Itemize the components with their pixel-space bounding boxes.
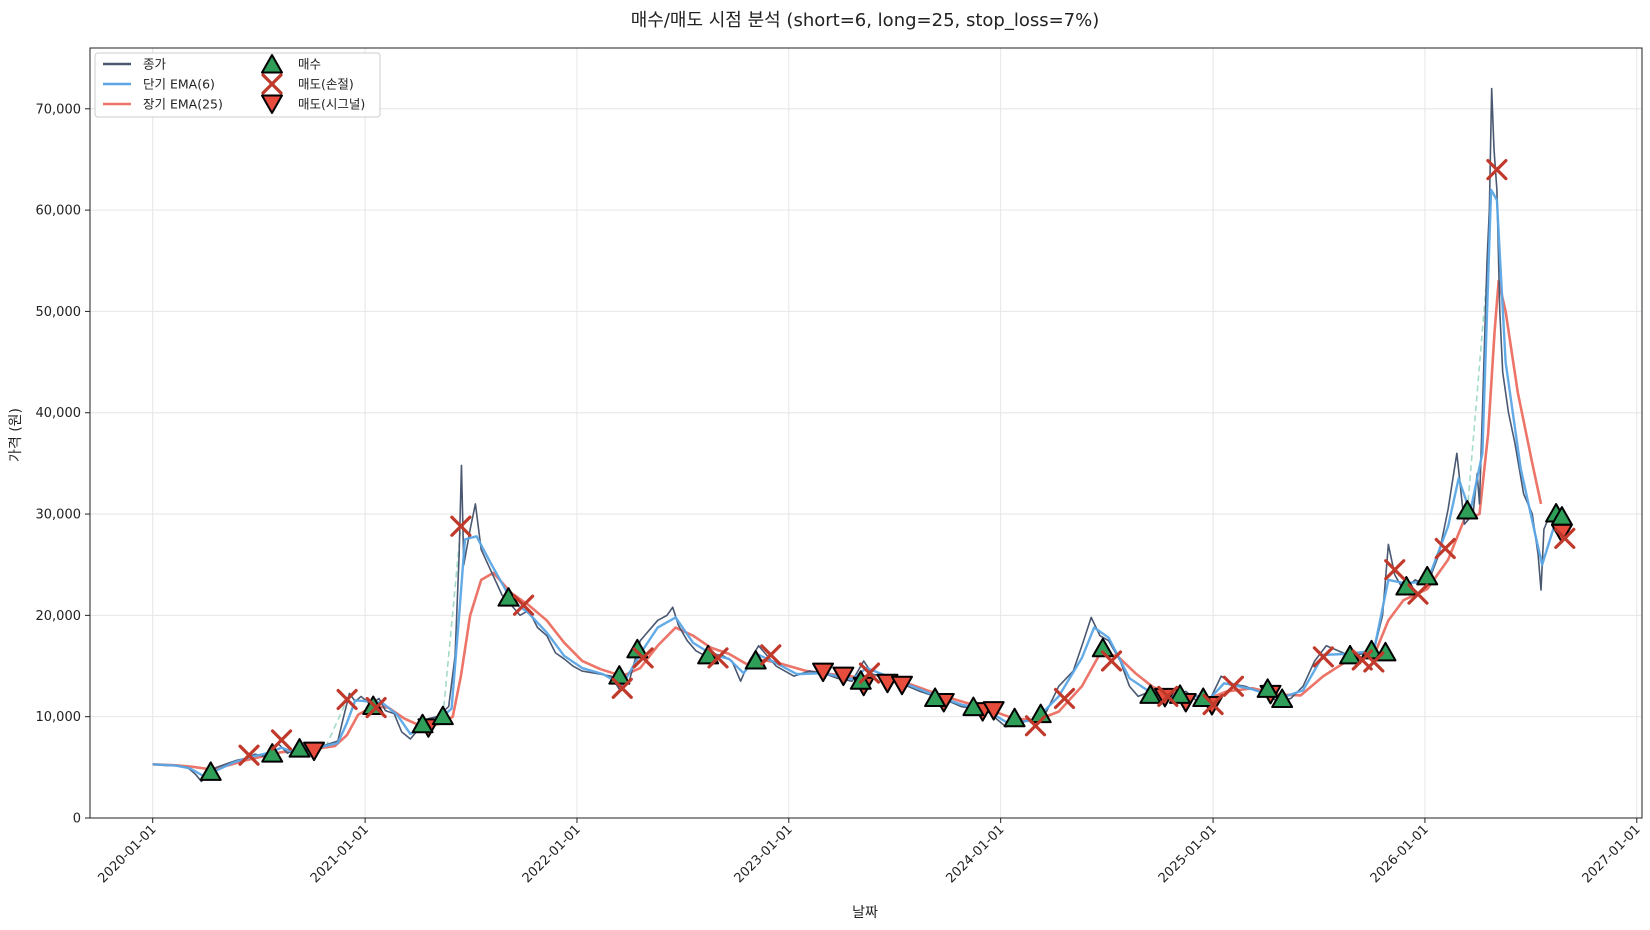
legend-label-close: 종가: [143, 57, 167, 72]
buy-marker: [1168, 684, 1191, 704]
buy-marker: [261, 743, 284, 763]
buy-marker: [1395, 576, 1418, 596]
legend-item-ema-long: 장기 EMA(25): [103, 97, 223, 112]
chart-title: 매수/매도 시점 분석 (short=6, long=25, stop_loss…: [631, 10, 1100, 31]
buy-marker: [1139, 684, 1162, 704]
sell-stop-marker: [1363, 651, 1385, 673]
legend-label-sell-signal: 매도(시그널): [298, 97, 365, 112]
sell-stop-marker: [1202, 693, 1224, 716]
trade-markers: [199, 158, 1576, 781]
y-tick-label: 70,000: [36, 102, 82, 117]
x-tick-label: 2025-01-01: [1156, 822, 1220, 886]
x-tick-label: 2022-01-01: [520, 822, 584, 886]
buy-marker: [288, 738, 311, 758]
buy-marker: [1456, 500, 1479, 520]
sell-stop-marker: [1407, 583, 1429, 605]
legend-swatch-buy: [261, 54, 283, 74]
legend-label-sell-stop: 매도(손절): [298, 77, 354, 92]
sell-stop-marker: [238, 744, 260, 766]
y-tick-label: 30,000: [36, 508, 82, 523]
sell-stop-marker: [858, 662, 881, 684]
buy-marker: [924, 687, 947, 707]
buy-marker: [1091, 637, 1114, 658]
sell-stop-marker: [512, 594, 535, 616]
sell-stop-marker: [760, 644, 782, 666]
x-tick-label: 2021-01-01: [308, 822, 372, 886]
y-tick-label: 60,000: [36, 204, 82, 219]
sell-stop-marker: [1312, 646, 1334, 668]
legend-item-sell-signal: 매도(시그널): [261, 94, 365, 114]
sell-signal-marker: [303, 741, 326, 762]
x-tick-label: 2020-01-01: [95, 822, 159, 886]
sell-stop-marker: [632, 647, 654, 669]
sell-signal-marker: [890, 675, 913, 696]
y-axis-title: 가격 (원): [8, 408, 24, 462]
buy-marker: [962, 696, 985, 717]
buy-marker: [431, 705, 454, 726]
sell-stop-marker: [1157, 685, 1179, 708]
sell-stop-marker: [1554, 527, 1576, 549]
y-tick-label: 0: [73, 812, 81, 827]
buy-marker: [1256, 678, 1279, 698]
sell-stop-marker: [450, 515, 472, 537]
x-tick-label: 2024-01-01: [943, 822, 1007, 886]
buy-marker: [626, 638, 649, 659]
sell-stop-marker: [270, 729, 293, 751]
sell-stop-marker: [336, 688, 358, 711]
sell-stop-marker: [1434, 537, 1456, 560]
buy-marker: [1550, 506, 1573, 526]
x-axis-title: 날짜: [852, 905, 878, 921]
legend-swatch-sell-stop: [261, 73, 283, 95]
transition-dashed-line: [442, 526, 462, 717]
y-tick-label: 50,000: [36, 305, 82, 320]
sell-stop-marker: [1024, 715, 1047, 737]
sell-stop-marker: [1222, 675, 1244, 697]
sell-stop-marker: [1384, 559, 1406, 581]
buy-marker: [199, 761, 222, 781]
legend-label-ema-short: 단기 EMA(6): [143, 77, 215, 92]
sell-stop-marker: [1486, 158, 1508, 181]
sell-signal-marker: [832, 666, 855, 687]
legend-item-buy: 매수: [261, 54, 321, 74]
legend-label-buy: 매수: [298, 57, 321, 72]
x-tick-label: 2027-01-01: [1580, 822, 1644, 886]
axes: 0 10,000 20,000 30,000 40,000 50,000 60,000 70,…: [36, 102, 1644, 886]
y-tick-label: 10,000: [36, 710, 82, 725]
sell-signal-marker: [812, 662, 835, 683]
sell-stop-marker: [1100, 650, 1123, 672]
sell-stop-marker: [1053, 687, 1076, 710]
legend-item-close: 종가: [103, 57, 167, 72]
sell-stop-marker: [365, 696, 387, 719]
legend-label-ema-long: 장기 EMA(25): [143, 97, 223, 112]
buy-marker: [411, 713, 434, 734]
buy-marker: [1003, 707, 1026, 728]
grid: [90, 48, 1642, 819]
gap-lines: [324, 260, 1489, 748]
plot-frame: [89, 47, 1643, 819]
sell-stop-marker: [707, 647, 729, 669]
x-tick-label: 2026-01-01: [1368, 822, 1432, 886]
buy-marker: [1271, 688, 1294, 708]
sell-stop-marker: [611, 677, 633, 699]
legend-item-ema-short: 단기 EMA(6): [103, 77, 215, 92]
y-tick-label: 20,000: [36, 609, 82, 624]
legend-item-sell-stop: 매도(손절): [261, 73, 354, 95]
buy-marker: [1416, 565, 1439, 586]
transition-dashed-line: [1466, 260, 1489, 512]
sell-signal-marker: [982, 701, 1005, 721]
x-tick-label: 2023-01-01: [732, 822, 796, 886]
legend-swatch-sell-signal: [261, 94, 283, 114]
legend-box: [94, 52, 381, 118]
transition-dashed-line: [324, 699, 348, 748]
y-tick-label: 40,000: [36, 406, 82, 421]
